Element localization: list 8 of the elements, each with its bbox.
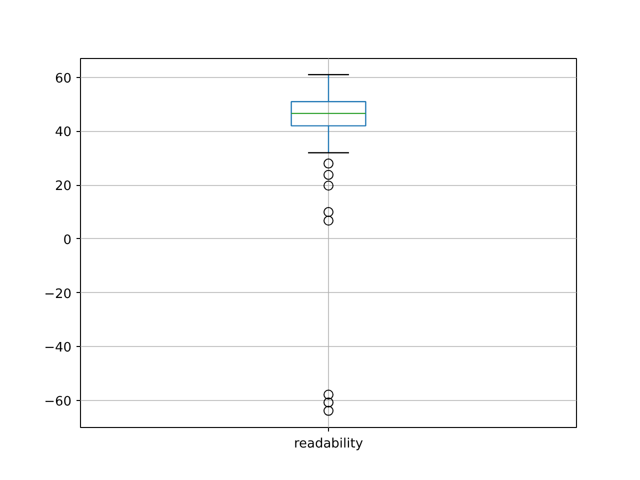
y-tick-label: 20 [54,179,72,194]
y-tick-label: 0 [63,232,72,248]
x-tick-label: readability [294,436,364,452]
y-tick-label: −60 [44,394,72,410]
y-tick-label: −40 [44,340,72,356]
y-tick-label: 60 [54,71,72,86]
y-tick-label: −20 [44,286,72,302]
y-tick-label: 40 [54,125,72,140]
